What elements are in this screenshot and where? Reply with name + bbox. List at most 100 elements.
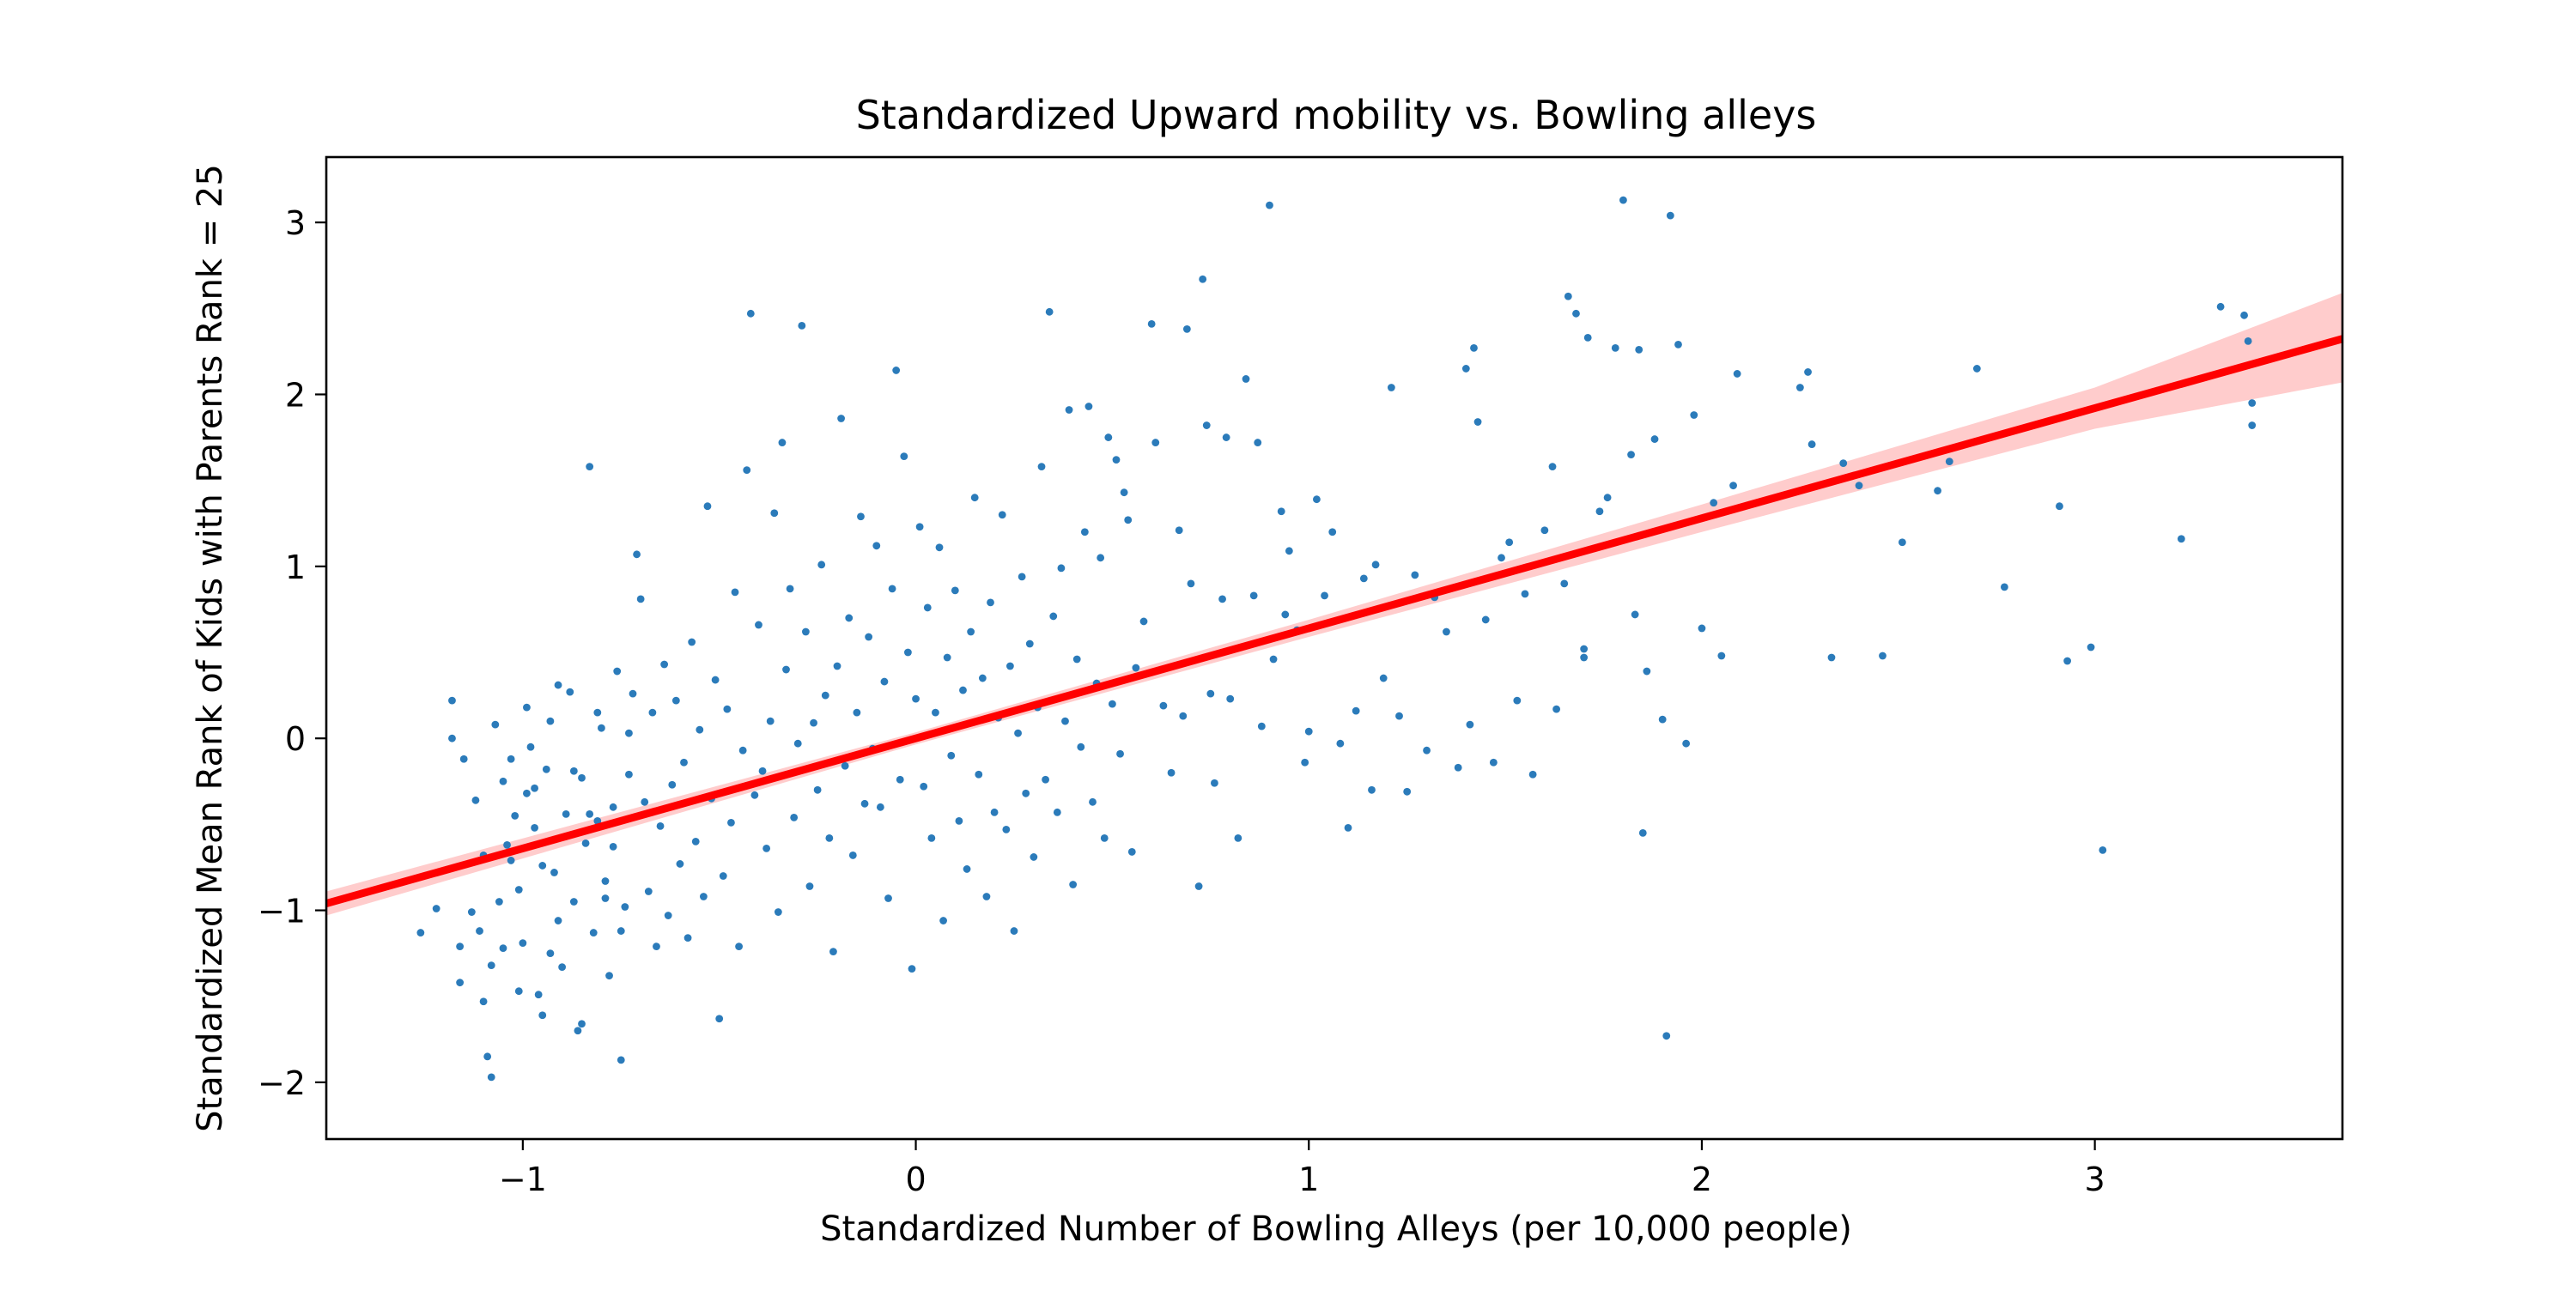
data-point [1100, 833, 1109, 842]
data-point [1234, 833, 1242, 842]
data-point [1674, 340, 1682, 349]
data-point [1898, 538, 1906, 547]
data-point [817, 561, 826, 569]
data-point [593, 708, 602, 717]
data-point [900, 452, 908, 461]
data-point [546, 717, 555, 725]
data-point [691, 837, 700, 846]
data-point [550, 869, 558, 876]
data-point [947, 751, 956, 760]
data-point [1423, 746, 1431, 755]
data-point [746, 309, 755, 318]
data-point [416, 929, 425, 936]
data-point [821, 691, 829, 700]
data-point [1795, 384, 1804, 391]
data-point [625, 729, 633, 737]
data-point [1018, 573, 1026, 581]
data-point [727, 818, 735, 827]
data-point [2240, 311, 2248, 319]
data-point [1249, 591, 1258, 600]
data-point [1619, 196, 1627, 204]
data-point [790, 813, 799, 821]
data-point [609, 843, 617, 851]
data-point [625, 770, 633, 779]
data-point [526, 742, 535, 751]
plot-frame [325, 155, 2344, 1141]
data-point [955, 816, 963, 825]
data-point [703, 502, 712, 511]
data-point [1132, 664, 1140, 672]
data-point [2000, 583, 2008, 591]
data-point [593, 816, 602, 825]
data-point [660, 660, 669, 669]
data-point [1583, 333, 1592, 342]
data-point [1124, 516, 1133, 524]
data-point [990, 808, 999, 816]
data-point [569, 767, 578, 775]
data-point [932, 708, 939, 717]
data-point [534, 991, 543, 999]
data-point [1242, 375, 1250, 383]
data-point [1352, 706, 1360, 715]
data-point [1461, 365, 1470, 373]
data-point [471, 796, 480, 804]
data-point [978, 674, 987, 682]
data-point [546, 949, 555, 958]
data-point [848, 852, 857, 859]
y-tick-label: 2 [285, 376, 306, 414]
data-point [1481, 615, 1490, 624]
data-point [656, 821, 665, 830]
data-point [617, 1056, 625, 1064]
data-point [1454, 763, 1462, 772]
data-point [1277, 507, 1285, 516]
data-point [1662, 1032, 1671, 1040]
data-point [633, 550, 641, 559]
data-point [668, 780, 677, 789]
data-point [562, 809, 570, 818]
data-point [1030, 853, 1038, 861]
data-point [857, 512, 865, 521]
data-point [903, 648, 912, 657]
data-point [1127, 848, 1136, 856]
data-point [1682, 739, 1691, 748]
data-point [829, 948, 837, 956]
data-point [2056, 502, 2063, 511]
data-point [927, 833, 936, 842]
data-point [782, 665, 790, 674]
data-point [1666, 211, 1674, 220]
data-point [671, 696, 680, 705]
data-point [519, 939, 527, 948]
data-point [1077, 742, 1085, 751]
data-point [860, 799, 869, 808]
data-point [2099, 846, 2107, 854]
data-point [1139, 617, 1148, 626]
data-point [1387, 384, 1395, 391]
data-point [1069, 881, 1078, 888]
data-point [778, 439, 787, 446]
data-point [609, 803, 617, 811]
data-point [2244, 336, 2252, 345]
data-point [1643, 667, 1651, 676]
data-point [1053, 808, 1061, 816]
data-point [963, 865, 971, 873]
data-point [1650, 435, 1659, 443]
data-point [1226, 694, 1235, 703]
data-point [448, 696, 456, 705]
data-point [1443, 627, 1450, 636]
data-point [1211, 779, 1218, 787]
data-point [1218, 595, 1226, 603]
data-point [853, 708, 861, 717]
data-point [975, 770, 983, 779]
data-point [1411, 571, 1419, 579]
data-point [487, 1073, 495, 1082]
data-point [467, 908, 476, 916]
data-point [2216, 302, 2225, 311]
data-point [798, 321, 806, 330]
data-point [1729, 482, 1737, 490]
data-point [1717, 652, 1726, 660]
data-point [982, 893, 991, 900]
y-tick-label: −1 [258, 893, 306, 930]
data-point [1022, 789, 1030, 797]
data-point [1061, 717, 1069, 725]
